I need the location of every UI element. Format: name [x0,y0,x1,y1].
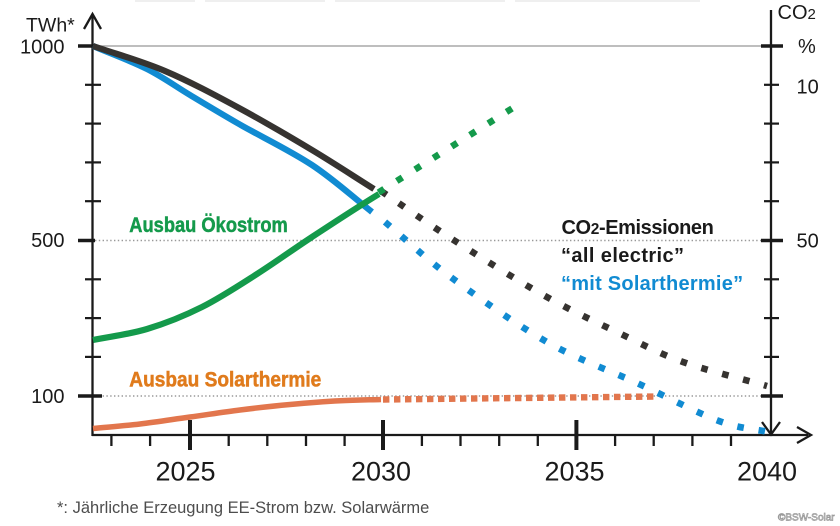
svg-text:2030: 2030 [351,457,411,487]
svg-text:10: 10 [797,77,819,99]
svg-text:Ausbau Ökostrom: Ausbau Ökostrom [129,214,287,237]
svg-text:Ausbau Solarthermie: Ausbau Solarthermie [129,369,321,392]
svg-text:1000: 1000 [20,37,65,59]
svg-text:2035: 2035 [544,457,604,487]
svg-text:CO2: CO2 [778,2,816,24]
svg-text:%: % [798,36,816,58]
svg-text:“all electric”: “all electric” [561,245,684,267]
svg-text:TWh*: TWh* [26,15,75,37]
svg-text:100: 100 [31,386,64,408]
svg-text:CO2-Emissionen: CO2-Emissionen [562,217,714,239]
svg-text:500: 500 [31,230,64,252]
svg-text:2025: 2025 [155,457,215,487]
svg-text:©BSW-Solar: ©BSW-Solar [778,513,835,524]
svg-text:“mit Solarthermie”: “mit Solarthermie” [561,273,743,295]
svg-text:*: Jährliche Erzeugung EE-Stro: *: Jährliche Erzeugung EE-Strom bzw. Sol… [57,499,429,517]
svg-text:50: 50 [797,231,819,253]
svg-text:2040: 2040 [737,457,797,487]
